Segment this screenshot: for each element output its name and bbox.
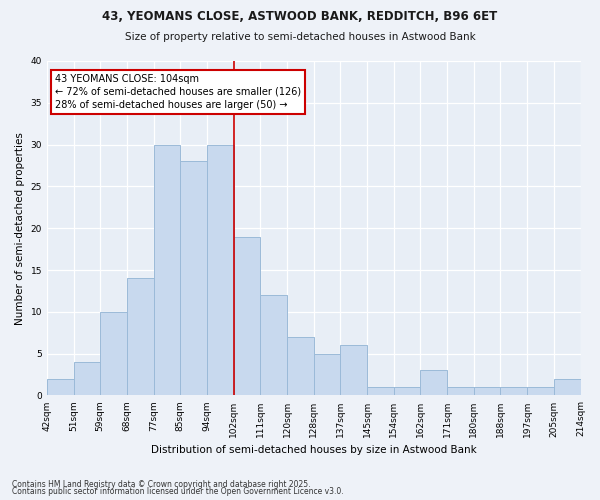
Text: 43, YEOMANS CLOSE, ASTWOOD BANK, REDDITCH, B96 6ET: 43, YEOMANS CLOSE, ASTWOOD BANK, REDDITC… bbox=[103, 10, 497, 23]
Bar bbox=[154, 144, 181, 396]
Bar bbox=[74, 362, 100, 396]
Bar bbox=[233, 236, 260, 396]
Bar bbox=[260, 295, 287, 396]
Bar bbox=[47, 378, 74, 396]
Text: 43 YEOMANS CLOSE: 104sqm
← 72% of semi-detached houses are smaller (126)
28% of : 43 YEOMANS CLOSE: 104sqm ← 72% of semi-d… bbox=[55, 74, 301, 110]
Bar bbox=[100, 312, 127, 396]
Bar bbox=[394, 387, 421, 396]
Bar bbox=[554, 378, 581, 396]
Bar bbox=[527, 387, 554, 396]
Bar bbox=[287, 337, 314, 396]
Text: Contains HM Land Registry data © Crown copyright and database right 2025.: Contains HM Land Registry data © Crown c… bbox=[12, 480, 311, 489]
Bar bbox=[421, 370, 447, 396]
Bar bbox=[340, 346, 367, 396]
Bar bbox=[367, 387, 394, 396]
Y-axis label: Number of semi-detached properties: Number of semi-detached properties bbox=[15, 132, 25, 324]
Bar bbox=[314, 354, 340, 396]
X-axis label: Distribution of semi-detached houses by size in Astwood Bank: Distribution of semi-detached houses by … bbox=[151, 445, 476, 455]
Text: Size of property relative to semi-detached houses in Astwood Bank: Size of property relative to semi-detach… bbox=[125, 32, 475, 42]
Bar bbox=[207, 144, 233, 396]
Bar bbox=[447, 387, 474, 396]
Bar bbox=[127, 278, 154, 396]
Bar bbox=[474, 387, 500, 396]
Text: Contains public sector information licensed under the Open Government Licence v3: Contains public sector information licen… bbox=[12, 487, 344, 496]
Bar bbox=[500, 387, 527, 396]
Bar bbox=[181, 162, 207, 396]
